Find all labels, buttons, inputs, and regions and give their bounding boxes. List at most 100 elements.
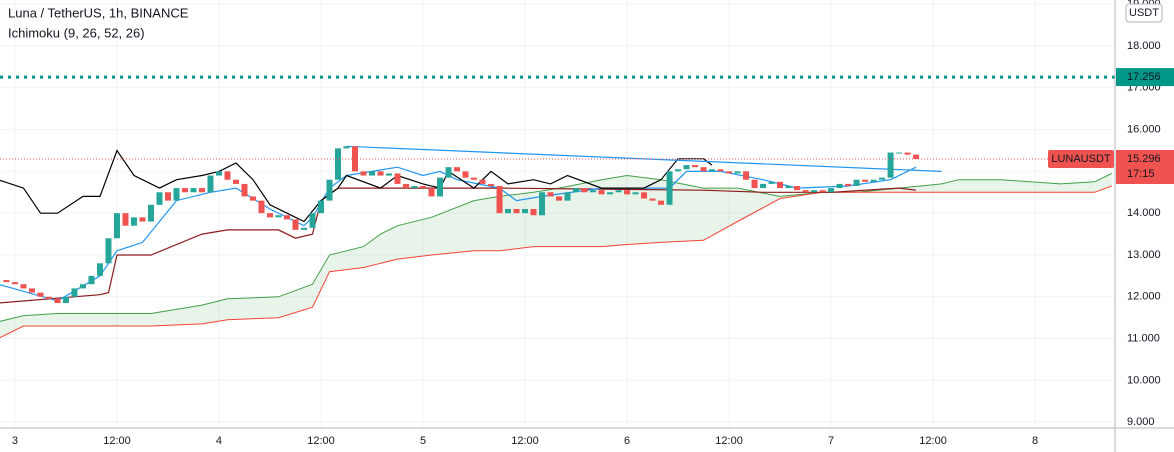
candle-body — [258, 200, 265, 214]
grid — [0, 0, 1115, 428]
candle-body — [700, 167, 707, 172]
candle-body — [692, 165, 699, 168]
candle-body — [28, 288, 35, 293]
candle-body — [37, 292, 44, 297]
candle-body — [632, 192, 639, 195]
y-tick-label: 11.000 — [1127, 332, 1160, 344]
senkou-span-a — [0, 173, 1112, 322]
candle-body — [658, 200, 665, 205]
plot-area — [0, 75, 1115, 339]
candle-body — [777, 181, 784, 189]
candle-body — [879, 177, 886, 180]
candle-body — [11, 282, 18, 285]
candle-body — [607, 192, 614, 195]
candle-body — [904, 152, 911, 155]
candle-body — [173, 188, 180, 201]
currency-label[interactable]: USDT — [1129, 7, 1159, 19]
countdown-label: 17:15 — [1127, 168, 1155, 180]
candle-body — [845, 183, 852, 186]
currency-box[interactable] — [1125, 3, 1163, 23]
candle-body — [471, 177, 478, 180]
candle-body — [105, 238, 112, 264]
candle-body — [853, 179, 860, 186]
candle-body — [445, 167, 452, 178]
senkou-span-b — [0, 185, 1112, 339]
candle-body — [675, 169, 682, 172]
candle-body — [403, 183, 410, 189]
candle-body — [870, 179, 877, 182]
y-tick-label: 10.000 — [1127, 374, 1161, 386]
candle-body — [743, 171, 750, 180]
candle-body — [564, 192, 571, 201]
candle-body — [768, 181, 775, 184]
last-price-label: 15.296 — [1127, 153, 1161, 165]
candle-body — [360, 171, 367, 176]
candle-body — [45, 296, 52, 299]
candle-body — [283, 215, 290, 220]
candle-body — [666, 171, 673, 205]
candle-body — [819, 190, 826, 193]
candle-body — [241, 183, 248, 197]
candle-body — [343, 146, 350, 149]
candle-body — [20, 284, 27, 289]
indicator-line — [0, 187, 917, 304]
y-tick-label: 9.000 — [1127, 416, 1155, 428]
candle-body — [462, 171, 469, 178]
candle-body — [862, 179, 869, 182]
candle-body — [717, 169, 724, 172]
candle-body — [122, 213, 129, 226]
x-tick-label: 12:00 — [307, 435, 335, 447]
candle-body — [522, 208, 529, 214]
candle-body — [547, 192, 554, 197]
candle-body — [352, 146, 359, 172]
x-tick-label: 12:00 — [715, 435, 743, 447]
indicator-line — [0, 166, 917, 302]
candle-body — [215, 171, 222, 176]
candle-body — [811, 190, 818, 193]
level-label: 17.256 — [1127, 71, 1161, 83]
candle-body — [377, 171, 384, 176]
candle-body — [649, 198, 656, 201]
candle-body — [309, 213, 316, 228]
y-tick-label: 16.000 — [1127, 123, 1161, 135]
indicator-line — [0, 149, 713, 223]
indicator-label: Ichimoku (9, 26, 52, 26) — [8, 25, 145, 40]
candle-body — [454, 167, 461, 172]
candle-body — [394, 173, 401, 184]
candle-body — [54, 298, 61, 304]
candle-body — [751, 179, 758, 189]
kumo-cloud — [0, 173, 1112, 338]
candle-body — [292, 219, 299, 230]
candle-body — [318, 200, 325, 214]
candle-body — [641, 192, 648, 199]
candle-body — [437, 177, 444, 197]
candle-body — [300, 227, 307, 230]
candle-body — [479, 179, 486, 184]
last-price-box — [1116, 149, 1174, 184]
candle-body — [794, 185, 801, 191]
candle-body — [79, 284, 86, 289]
y-tick-label: 13.000 — [1127, 249, 1161, 261]
candle-body — [411, 185, 418, 189]
candle-body — [88, 275, 95, 285]
candle-body — [836, 183, 843, 189]
x-tick-label: 5 — [420, 435, 426, 447]
candle-body — [573, 188, 580, 193]
candle-body — [505, 208, 512, 214]
x-tick-label: 7 — [828, 435, 834, 447]
candle-body — [785, 185, 792, 189]
candle-body — [581, 188, 588, 193]
candle-body — [683, 165, 690, 170]
candle-body — [139, 217, 146, 222]
candle-body — [96, 263, 103, 276]
candle-body — [71, 288, 78, 297]
candle-body — [726, 171, 733, 174]
candle-body — [488, 183, 495, 186]
candle-body — [709, 169, 716, 172]
candle-body — [147, 204, 154, 222]
candle-body — [530, 208, 537, 216]
x-tick-label: 12:00 — [919, 435, 947, 447]
candle-body — [326, 179, 333, 201]
candle-body — [275, 215, 282, 218]
